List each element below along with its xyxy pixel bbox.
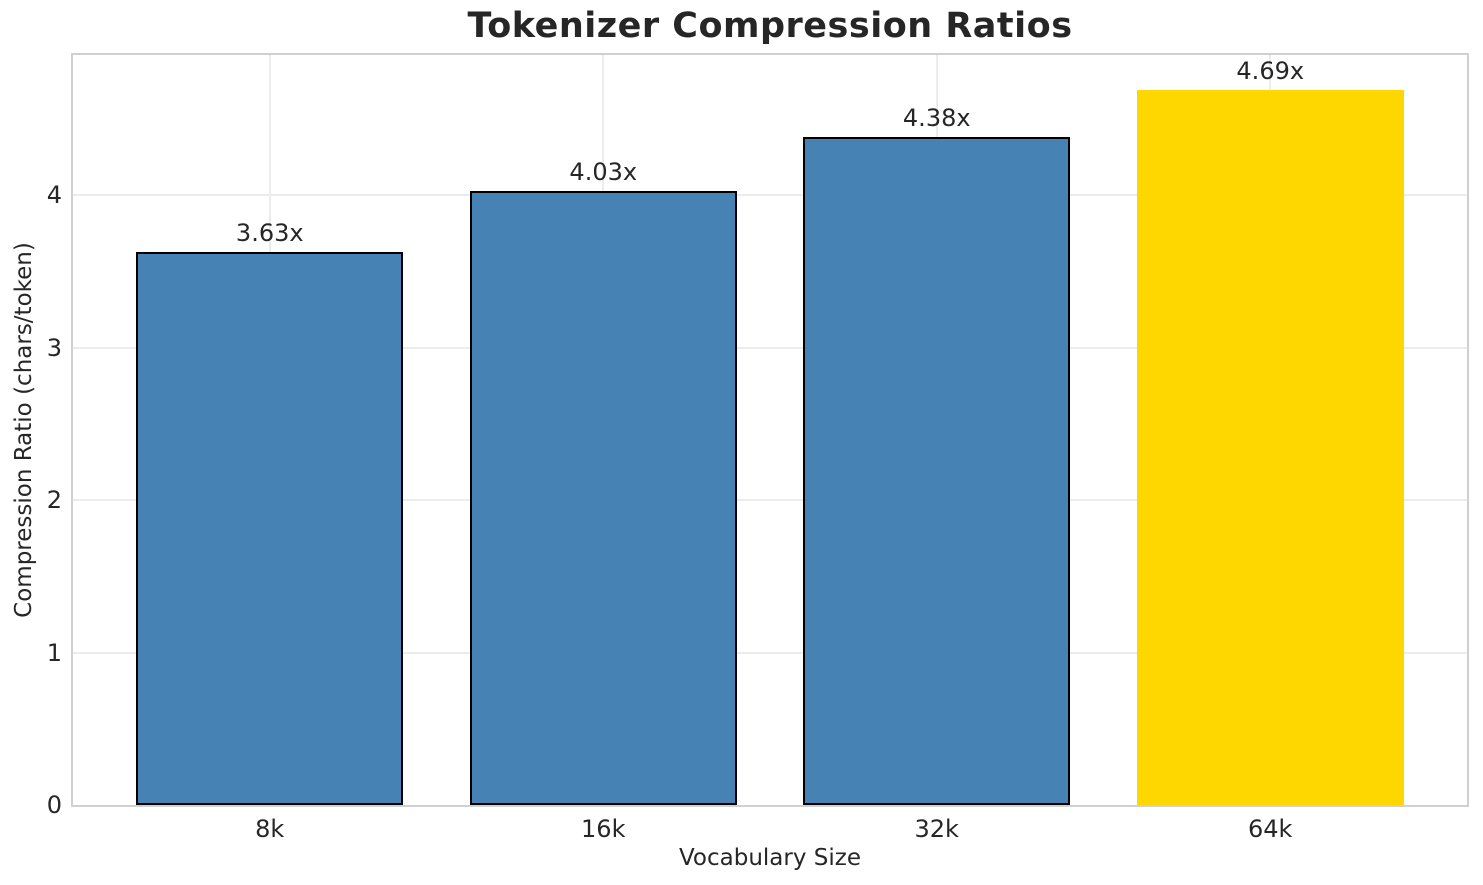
xtick-label-16k: 16k <box>581 815 626 843</box>
ytick-label-4: 4 <box>46 181 62 210</box>
plot-area: 0 1 2 3 4 3.63x 8k 4.03x 16k 4.38x 32k 4.69x 64k <box>47 53 1469 843</box>
bar-value-label-8k: 3.63x <box>235 218 304 247</box>
x-axis-label: Vocabulary Size <box>678 845 861 871</box>
xtick-label-32k: 32k <box>914 815 959 843</box>
ytick-label-0: 0 <box>46 791 62 819</box>
bar-value-label-32k: 4.38x <box>902 104 971 133</box>
gridline-h-1 <box>73 651 1467 654</box>
ytick-label-2: 2 <box>46 486 62 515</box>
bar-8k <box>136 251 404 805</box>
gridline-h-4 <box>73 194 1467 197</box>
bar-64k <box>1136 90 1404 805</box>
chart-title: Tokenizer Compression Ratios <box>467 6 1073 46</box>
ytick-label-3: 3 <box>46 333 62 362</box>
bar-value-label-16k: 4.03x <box>569 157 638 186</box>
bar-value-label-64k: 4.69x <box>1236 57 1305 86</box>
ytick-label-1: 1 <box>46 638 62 667</box>
y-axis-label: Compression Ratio (chars/token) <box>11 242 37 618</box>
gridline-h-3 <box>73 346 1467 349</box>
bar-16k <box>469 190 737 805</box>
xtick-label-64k: 64k <box>1248 815 1293 843</box>
bar-32k <box>803 137 1071 805</box>
gridline-h-2 <box>73 499 1467 502</box>
xtick-label-8k: 8k <box>255 815 285 843</box>
